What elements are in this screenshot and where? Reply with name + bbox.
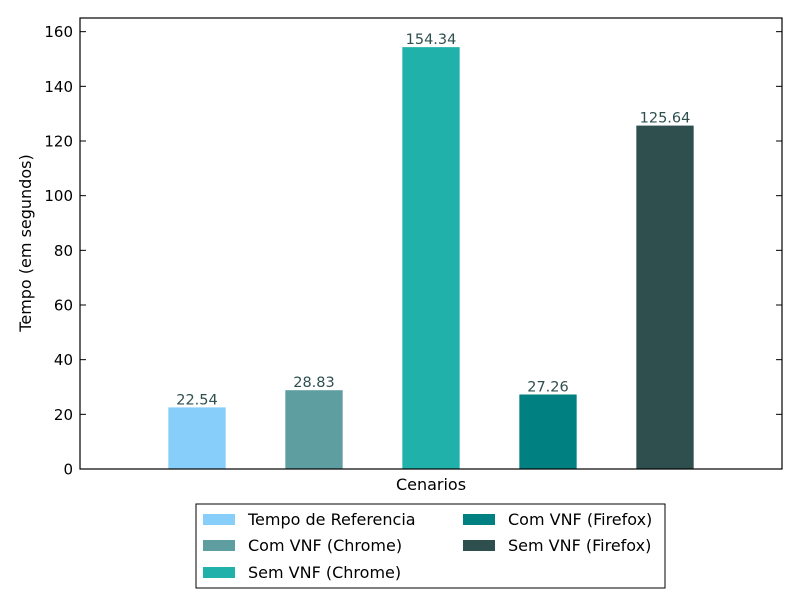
- legend-label: Tempo de Referencia: [247, 510, 416, 529]
- bar: [285, 390, 343, 469]
- bar: [636, 125, 694, 470]
- legend-label: Com VNF (Firefox): [508, 510, 652, 529]
- data-labels-group: 22.54 28.83 154.34 27.26 125.64: [176, 32, 690, 408]
- y-tick-label: 140: [44, 78, 73, 96]
- legend-box: [195, 503, 666, 589]
- bars-group: [168, 47, 694, 470]
- legend-swatch: [203, 540, 235, 551]
- legend-swatch: [463, 514, 495, 525]
- legend-label: Sem VNF (Firefox): [508, 536, 651, 555]
- bar-data-label: 28.83: [293, 375, 335, 391]
- y-tick-label: 0: [63, 461, 73, 479]
- legend-swatch: [203, 567, 235, 578]
- y-tick-label: 100: [44, 187, 73, 205]
- y-tick-label: 60: [54, 297, 73, 315]
- y-axis-label: Tempo (em segundos): [16, 154, 35, 332]
- legend-label: Sem VNF (Chrome): [248, 563, 401, 582]
- bar: [519, 394, 577, 469]
- y-tick-label: 120: [44, 133, 73, 151]
- legend: Tempo de Referencia Com VNF (Chrome) Sem V…: [195, 503, 666, 589]
- plot-frame: [79, 17, 783, 470]
- bar-data-label: 154.34: [406, 32, 457, 48]
- bar: [168, 407, 226, 469]
- y-tick-label: 40: [54, 351, 73, 369]
- y-tick-label: 80: [54, 242, 73, 260]
- y-tick-label: 160: [44, 23, 73, 41]
- legend-swatch: [203, 514, 235, 525]
- bar-data-label: 125.64: [640, 111, 691, 127]
- legend-swatch: [463, 540, 495, 551]
- legend-label: Com VNF (Chrome): [248, 536, 402, 555]
- y-tick-label: 20: [54, 406, 73, 424]
- x-axis-label: Cenarios: [396, 475, 466, 494]
- bar-data-label: 27.26: [527, 379, 569, 395]
- bar: [402, 47, 460, 470]
- y-axis-ticks: 0 20 40 60 80 100 120 140 160: [44, 23, 782, 479]
- bar-data-label: 22.54: [176, 392, 218, 408]
